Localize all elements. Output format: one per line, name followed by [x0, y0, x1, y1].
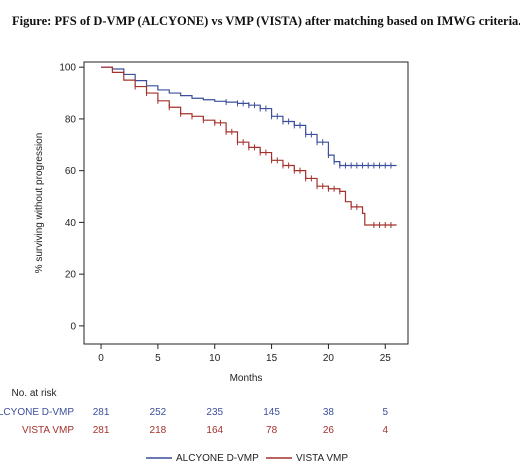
- y-tick-label: 20: [65, 270, 77, 281]
- risk-value: 218: [150, 425, 167, 436]
- risk-value: 26: [323, 425, 335, 436]
- risk-value: 252: [150, 407, 167, 418]
- risk-value: 5: [382, 407, 388, 418]
- x-axis-title: Months: [230, 373, 263, 384]
- y-tick-label: 80: [65, 114, 77, 125]
- risk-value: 235: [206, 407, 223, 418]
- y-tick-label: 60: [65, 166, 77, 177]
- x-tick-label: 0: [98, 353, 104, 364]
- x-tick-label: 20: [323, 353, 335, 364]
- risk-value: 38: [323, 407, 335, 418]
- risk-table-heading: No. at risk: [11, 388, 57, 399]
- risk-value: 145: [263, 407, 280, 418]
- risk-value: 281: [93, 407, 110, 418]
- y-tick-label: 100: [59, 63, 76, 74]
- x-tick-label: 15: [266, 353, 278, 364]
- plot-frame: [83, 61, 409, 345]
- y-tick-label: 0: [70, 321, 76, 332]
- risk-value: 78: [266, 425, 278, 436]
- x-tick-label: 25: [380, 353, 392, 364]
- y-axis-title: % surviving without progression: [34, 133, 45, 274]
- y-tick-label: 40: [65, 218, 77, 229]
- risk-row-label: ALCYONE D-VMP: [0, 407, 74, 418]
- legend-label: ALCYONE D-VMP: [176, 453, 259, 464]
- risk-value: 4: [382, 425, 388, 436]
- risk-value: 281: [93, 425, 110, 436]
- risk-value: 164: [206, 425, 223, 436]
- figure-title: Figure: PFS of D-VMP (ALCYONE) vs VMP (V…: [12, 14, 520, 28]
- x-tick-label: 5: [155, 353, 161, 364]
- legend-label: VISTA VMP: [296, 453, 348, 464]
- risk-row-label: VISTA VMP: [22, 425, 74, 436]
- series-line-alcyone: [101, 66, 397, 167]
- x-tick-label: 10: [209, 353, 221, 364]
